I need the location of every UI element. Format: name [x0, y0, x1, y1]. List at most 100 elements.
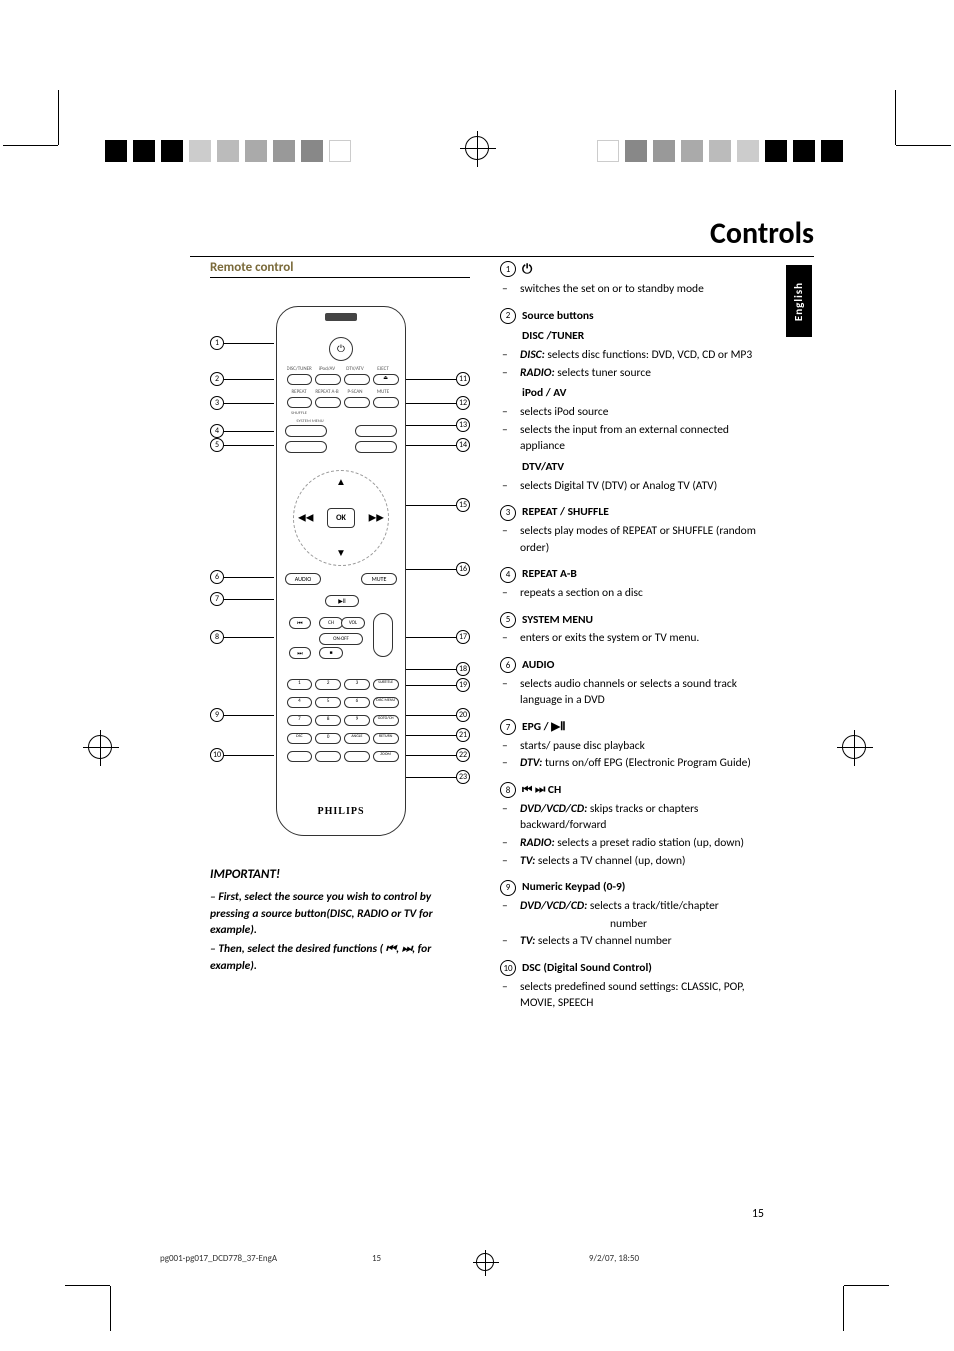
control-item-5: 5SYSTEM MENU–enters or exits the system …: [500, 612, 764, 647]
power-button-icon: ⏻: [329, 337, 353, 361]
remote-row-labels: DISC/TUNERiPod/AVDTV/ATVEJECT: [285, 366, 397, 372]
remote-keypad-row: 789GOTO/CH: [285, 715, 397, 726]
item-bullet: –DTV: turns on/off EPG (Electronic Progr…: [500, 755, 764, 772]
item-bullet: –enters or exits the system or TV menu.: [500, 630, 764, 647]
footer-print-slug: pg001-pg017_DCD778_37-EngA 15 9/2/07, 18…: [160, 1253, 794, 1271]
item-title: REPEAT / SHUFFLE: [522, 504, 609, 521]
control-item-1: 1⏻–switches the set on or to standby mod…: [500, 260, 764, 298]
item-subheading: DTV/ATV: [500, 459, 764, 476]
callout-23: 23: [406, 770, 470, 784]
page-number: 15: [752, 1207, 764, 1221]
item-bullet: –selects predefined sound settings: CLAS…: [500, 979, 764, 1012]
control-item-7: 7 EPG / ▶Ⅱ –starts/ pause disc playback–DT…: [500, 719, 764, 772]
item-bullet: –DISC: selects disc functions: DVD, VCD,…: [500, 347, 764, 364]
callout-6: 6: [210, 570, 274, 584]
remote-system-menu-button: [285, 425, 327, 437]
item-number-badge: 9: [500, 880, 516, 896]
language-tab-label: English: [793, 281, 806, 320]
callout-8: 8: [210, 630, 274, 644]
important-note: IMPORTANT! – First, select the source yo…: [210, 866, 470, 974]
item-bullet: –DVD/VCD/CD: skips tracks or chapters ba…: [500, 801, 764, 834]
item-title: EPG / ▶Ⅱ: [522, 719, 566, 736]
remote-keypad-row: DSC0ANGLERETURN: [285, 733, 397, 744]
control-item-4: 4REPEAT A-B–repeats a section on a disc: [500, 566, 764, 601]
remote-onoff-button: ON·OFF: [319, 633, 363, 645]
item-number-badge: 2: [500, 308, 516, 324]
item-number-badge: 5: [500, 612, 516, 628]
footer-date: 9/2/07, 18:50: [589, 1253, 639, 1271]
prev-track-icon: ⏮: [386, 943, 396, 955]
item-bullet: –RADIO: selects a preset radio station (…: [500, 835, 764, 852]
item-bullet: –selects Digital TV (DTV) or Analog TV (…: [500, 478, 764, 495]
remote-row-labels: REPEATREPEAT A-BP-SCANMUTE: [285, 389, 397, 395]
footer-file: pg001-pg017_DCD778_37-EngA: [160, 1253, 277, 1271]
remote-nav-pad: ▲▼ ◀◀▶▶ OK: [293, 470, 389, 566]
important-line-2: – Then, select the desired functions ( ⏮…: [210, 941, 470, 974]
callout-12: 12: [406, 396, 470, 410]
remote-row-labels: SHUFFLE: [285, 411, 397, 416]
important-heading: IMPORTANT!: [210, 866, 470, 885]
item-heading: 9Numeric Keypad (0-9): [500, 879, 764, 896]
control-item-6: 6AUDIO–selects audio channels or selects…: [500, 657, 764, 709]
reg-center-target-icon: [465, 136, 489, 160]
callout-7: 7: [210, 592, 274, 606]
remote-display-button: [355, 425, 397, 437]
item-bullet: –selects the input from an external conn…: [500, 422, 764, 455]
item-subheading: DISC /TUNER: [500, 328, 764, 345]
item-heading: 1⏻: [500, 260, 764, 279]
item-bullet: –DVD/VCD/CD: selects a track/title/chapt…: [500, 898, 764, 915]
callout-22: 22: [406, 748, 470, 762]
reg-squares-right: [597, 140, 849, 162]
callout-3: 3: [210, 396, 274, 410]
item-subheading: iPod / AV: [500, 385, 764, 402]
right-column: 1⏻–switches the set on or to standby mod…: [500, 260, 764, 1181]
reg-side-target-icon: [842, 735, 866, 759]
item-heading: 6AUDIO: [500, 657, 764, 674]
item-heading: 8⏮ ⏭ CH: [500, 782, 764, 799]
remote-keypad-row: 456DISC MENU: [285, 697, 397, 708]
item-number-badge: 1: [500, 261, 516, 277]
callout-2: 2: [210, 372, 274, 386]
item-title: Source buttons: [522, 308, 594, 325]
remote-vol-button: VOL: [341, 617, 365, 629]
item-bullet: number: [500, 916, 764, 933]
remote-source-row: ⏏: [285, 374, 397, 385]
crop-mark: [896, 145, 951, 146]
item-heading: 3 REPEAT / SHUFFLE: [500, 504, 764, 521]
item-heading: 5SYSTEM MENU: [500, 612, 764, 629]
callout-10: 10: [210, 748, 274, 762]
item-title: AUDIO: [522, 657, 554, 674]
print-registration-top: [0, 140, 954, 180]
crop-mark: [895, 90, 896, 145]
power-icon: ⏻: [522, 260, 532, 279]
content-area: Remote control 12345678910 1112131415161…: [210, 260, 764, 1181]
footer-page: 15: [372, 1253, 381, 1271]
remote-keypad-row: ZOOM: [285, 751, 397, 762]
remote-ch-button: CH: [319, 617, 343, 629]
item-number-badge: 3: [500, 505, 516, 521]
control-item-10: 10DSC (Digital Sound Control)–selects pr…: [500, 960, 764, 1012]
control-item-9: 9Numeric Keypad (0-9) –DVD/VCD/CD: select…: [500, 879, 764, 950]
callout-20: 20: [406, 708, 470, 722]
item-number-badge: 7: [500, 719, 516, 735]
brand-logo: PHILIPS: [317, 806, 364, 817]
left-column: Remote control 12345678910 1112131415161…: [210, 260, 470, 1181]
remote-mute-button: MUTE: [361, 573, 397, 585]
item-bullet: –starts/ pause disc playback: [500, 738, 764, 755]
remote-diagram: 12345678910 11121314151617181920212223 ⏻…: [210, 288, 470, 848]
remote-ir-window: [325, 313, 357, 321]
next-track-icon: ⏭: [402, 943, 412, 955]
item-title: REPEAT A-B: [522, 566, 577, 583]
remote-body-outline: ⏻ DISC/TUNERiPod/AVDTV/ATVEJECT ⏏ REPEAT…: [276, 306, 406, 836]
remote-play-button: ▶Ⅱ: [325, 595, 359, 607]
reg-side-target-icon: [88, 735, 112, 759]
callout-19: 19: [406, 678, 470, 692]
item-bullet: – TV: selects a TV channel number: [500, 933, 764, 950]
item-bullet: –TV: selects a TV channel (up, down): [500, 853, 764, 870]
callout-16: 16: [406, 562, 470, 576]
callout-15: 15: [406, 498, 470, 512]
callout-18: 18: [406, 662, 470, 676]
important-line-1: – First, select the source you wish to c…: [210, 889, 470, 939]
item-number-badge: 10: [500, 960, 516, 976]
callout-13: 13: [406, 418, 470, 432]
